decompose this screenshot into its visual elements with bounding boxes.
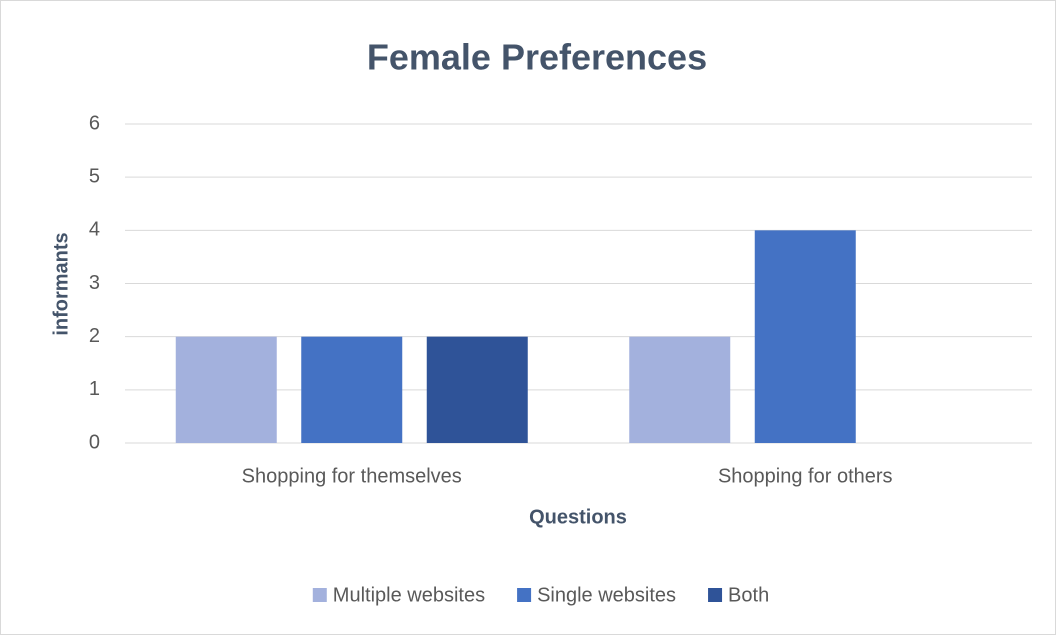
legend-label: Multiple websites — [333, 584, 485, 606]
y-tick-label: 4 — [89, 219, 100, 241]
bar — [175, 336, 277, 443]
y-axis-title: informants — [50, 232, 72, 335]
bar — [754, 230, 856, 443]
x-tick-label: Shopping for themselves — [242, 465, 462, 487]
y-tick-label: 2 — [89, 325, 100, 347]
bar — [301, 336, 403, 443]
y-tick-label: 6 — [89, 112, 100, 134]
legend-swatch — [312, 588, 327, 602]
legend-label: Single websites — [537, 584, 676, 606]
y-tick-label: 3 — [89, 272, 100, 294]
bar — [629, 336, 731, 443]
x-axis-title: Questions — [529, 506, 627, 528]
legend-swatch — [517, 588, 532, 602]
legend-label: Both — [728, 584, 769, 606]
chart-title: Female Preferences — [367, 37, 707, 78]
legend-swatch — [708, 588, 723, 602]
y-tick-label: 0 — [89, 431, 100, 453]
x-tick-label: Shopping for others — [718, 465, 893, 487]
y-tick-label: 5 — [89, 165, 100, 187]
bar — [426, 336, 528, 443]
y-tick-label: 1 — [89, 378, 100, 400]
